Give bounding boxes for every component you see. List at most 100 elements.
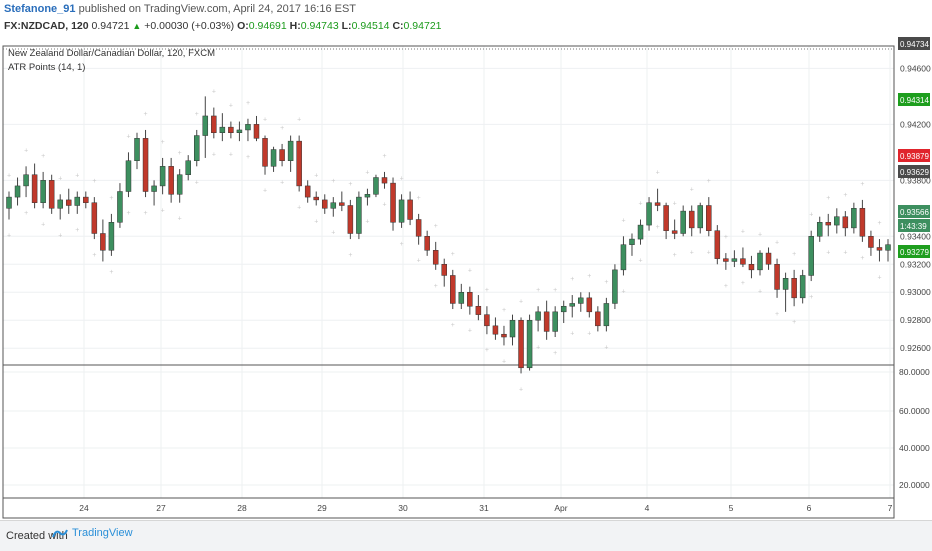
candle-down	[48, 180, 55, 209]
legend-title: New Zealand Dollar/Canadian Dollar, 120,…	[8, 48, 215, 59]
candle-down	[876, 247, 883, 251]
candle-up	[74, 196, 81, 206]
indicator-tick-label: 40.0000	[899, 443, 930, 453]
atr-point-upper: +	[468, 268, 472, 275]
candle-down	[142, 138, 149, 192]
candle-down	[595, 311, 601, 327]
atr-point-lower: +	[75, 227, 79, 234]
candle-down	[501, 333, 507, 338]
open-label: O:	[237, 20, 249, 32]
atr-point-lower: +	[400, 241, 404, 248]
atr-point-upper: +	[365, 170, 369, 177]
atr-points-series: + + + + + + + + + + + + + + + + + + + + + + + + + + + + + + + + + + + + + + + +…	[7, 89, 882, 394]
tradingview-link[interactable]: TradingView	[52, 527, 133, 539]
atr-point-upper: +	[314, 173, 318, 180]
publish-text: published on TradingView.com, April 24, …	[78, 3, 357, 15]
candle-up	[57, 199, 63, 209]
price-tag-label: 0.93566	[900, 208, 929, 217]
candle-down	[83, 196, 89, 203]
atr-point-lower: +	[178, 216, 182, 223]
candle-up	[245, 124, 251, 131]
atr-point-upper: +	[144, 111, 148, 118]
atr-point-upper: +	[570, 276, 574, 283]
atr-point-lower: +	[758, 288, 762, 295]
candle-up	[193, 135, 200, 161]
atr-point-lower: +	[280, 179, 284, 186]
symbol-label: FX:NZDCAD, 120	[4, 20, 89, 32]
candle-up	[176, 174, 183, 195]
indicator-axis: 80.0000 60.0000 40.0000 20.0000	[899, 367, 930, 490]
candle-up	[270, 149, 277, 167]
candle-down	[706, 205, 712, 231]
atr-point-upper: +	[587, 273, 591, 280]
atr-point-upper: +	[519, 298, 523, 305]
atr-point-lower: +	[656, 224, 660, 231]
atr-point-upper: +	[809, 212, 813, 219]
candle-down	[313, 196, 319, 201]
footer-bar: Created with TradingView	[0, 520, 932, 551]
time-tick-label: 28	[237, 503, 247, 513]
price-tick-label: 0.92600	[900, 343, 931, 353]
candle-down	[723, 258, 729, 262]
atr-point-lower: +	[826, 249, 830, 256]
candle-up	[134, 138, 140, 161]
atr-point-lower: +	[775, 311, 779, 318]
price-tag-label: 0.93629	[900, 168, 929, 177]
candle-down	[390, 182, 396, 223]
candle-down	[31, 174, 38, 203]
candle-up	[40, 180, 46, 203]
ohlc-header: FX:NZDCAD, 120 0.94721 ▲ +0.00030 (+0.03…	[4, 20, 442, 32]
candle-down	[663, 205, 669, 231]
author-name[interactable]: Stefanone_91	[4, 3, 76, 15]
atr-point-upper: +	[485, 287, 489, 294]
candle-up	[834, 216, 840, 226]
candle-down	[262, 138, 268, 167]
candle-down	[450, 275, 456, 304]
price-tag-box	[898, 93, 930, 106]
atr-point-upper: +	[7, 173, 11, 180]
price-tick-label: 0.94200	[900, 119, 931, 129]
price-tag-label: 0.94314	[900, 96, 929, 105]
atr-point-upper: +	[741, 228, 745, 235]
candle-up	[680, 210, 686, 234]
candle-up	[373, 177, 379, 195]
atr-point-lower: +	[877, 274, 881, 281]
atr-point-upper: +	[58, 175, 62, 182]
atr-point-upper: +	[92, 178, 96, 185]
candle-up	[637, 224, 644, 240]
atr-point-upper: +	[707, 178, 711, 185]
candle-down	[441, 264, 447, 276]
atr-point-lower: +	[502, 358, 506, 365]
atr-point-upper: +	[348, 181, 352, 188]
candle-up	[117, 191, 123, 223]
atr-point-lower: +	[144, 210, 148, 217]
candle-down	[100, 233, 106, 251]
atr-point-lower: +	[707, 249, 711, 256]
candle-up	[509, 319, 516, 338]
atr-point-upper: +	[212, 89, 216, 96]
atr-point-upper: +	[246, 100, 250, 107]
candle-down	[748, 264, 755, 271]
publish-info: Stefanone_91 published on TradingView.co…	[4, 3, 356, 15]
price-tag-box	[898, 245, 930, 258]
atr-point-lower: +	[519, 386, 523, 393]
atr-point-lower: +	[553, 350, 557, 357]
atr-point-upper: +	[621, 217, 625, 224]
price-tags: 0.94734 0.94314 0.93879 0.93629 0.93566 1:43:…	[898, 37, 930, 258]
candle-up	[202, 115, 209, 136]
atr-point-upper: +	[724, 234, 728, 241]
candle-down	[415, 219, 422, 237]
price-chart[interactable]: + + + + + + + + + + + + + + + + + + + + + + + + + + + + + + + + + + + + + + + +…	[0, 0, 932, 520]
time-tick-label: 5	[729, 503, 734, 513]
candle-down	[484, 314, 490, 327]
price-tick-label: 0.93800	[900, 175, 931, 185]
candle-up	[808, 236, 814, 276]
atr-point-lower: +	[297, 205, 301, 212]
candle-up	[185, 160, 191, 175]
time-tick-label: 7	[888, 503, 893, 513]
time-tick-label: 6	[807, 503, 812, 513]
candle-up	[330, 202, 337, 209]
candle-down	[424, 236, 430, 251]
price-tag-box	[898, 165, 930, 178]
price-change: +0.00030 (+0.03%)	[144, 20, 235, 32]
